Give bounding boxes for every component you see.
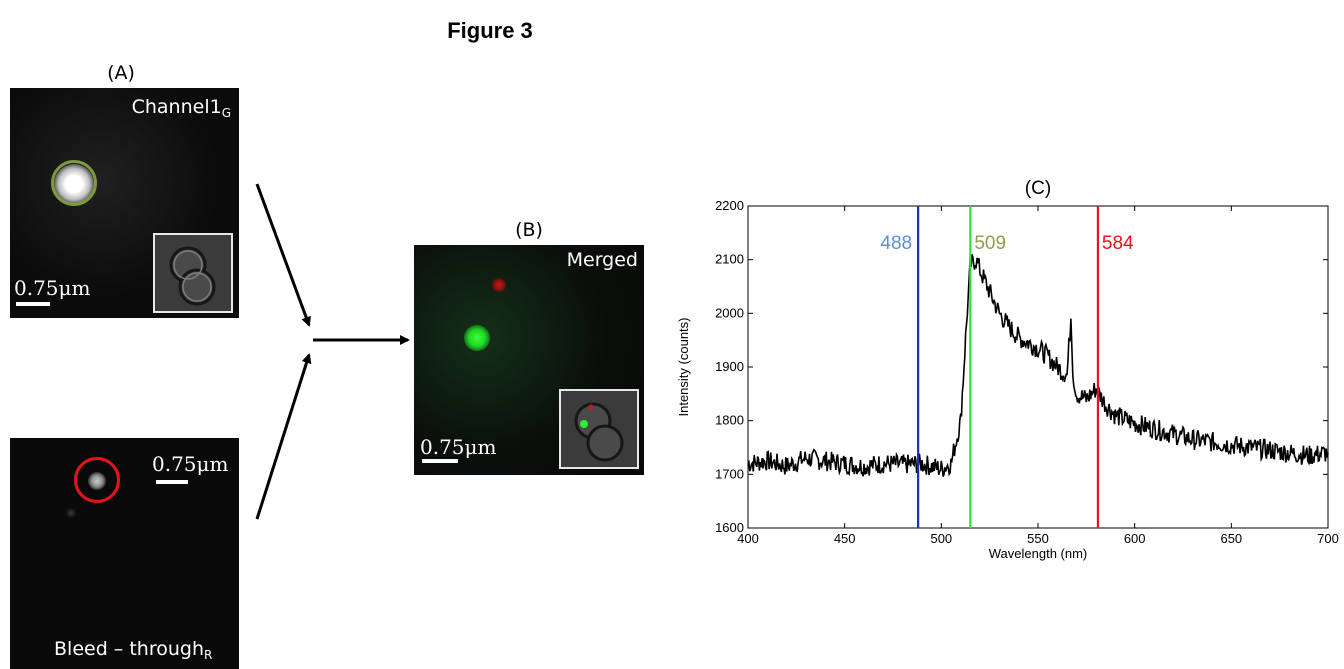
merged-image: Merged 0.75μm xyxy=(414,245,644,475)
cell-merged-icon xyxy=(574,402,624,462)
scale-label-merged: 0.75μm xyxy=(420,435,497,459)
x-tick-label: 550 xyxy=(1027,531,1049,546)
arrow-down-right xyxy=(255,183,311,327)
x-tick-label: 500 xyxy=(930,531,952,546)
x-tick-label: 600 xyxy=(1124,531,1146,546)
merge-arrows xyxy=(255,183,410,520)
circle-marker-green xyxy=(51,160,97,206)
panel-b-label: (B) xyxy=(515,219,543,241)
y-tick-label: 1700 xyxy=(715,466,744,481)
cell-outline-icon xyxy=(169,246,216,306)
series-line xyxy=(747,254,1329,477)
y-tick-label: 2000 xyxy=(715,305,744,320)
plot-area xyxy=(747,205,1329,529)
scale-bar-bottom xyxy=(156,480,188,484)
x-tick-label: 400 xyxy=(737,531,759,546)
green-fluorescent-spot xyxy=(464,325,490,351)
panel-a-label: (A) xyxy=(107,62,135,84)
channel1-green-image: Channel1G 0.75μm xyxy=(10,88,239,318)
y-tick-label: 1600 xyxy=(715,520,744,535)
arrow-up-right xyxy=(255,353,312,520)
marker-label-509: 509 xyxy=(974,233,1006,254)
y-tick-label: 2200 xyxy=(715,198,744,213)
bleed-through-red-image: 0.75μm Bleed – throughR xyxy=(10,438,239,669)
merged-inset xyxy=(559,389,639,469)
bleed-through-label: Bleed – throughR xyxy=(54,638,213,662)
x-tick-label: 650 xyxy=(1220,531,1242,546)
brightfield-inset xyxy=(153,233,233,313)
marker-label-488: 488 xyxy=(880,233,912,254)
figure-title: Figure 3 xyxy=(447,18,533,43)
merged-label: Merged xyxy=(566,249,638,271)
red-fluorescent-spot xyxy=(492,278,506,292)
scale-label-top: 0.75μm xyxy=(14,276,91,300)
x-tick-label: 700 xyxy=(1317,531,1339,546)
x-tick-label: 450 xyxy=(834,531,856,546)
x-axis-label: Wavelength (nm) xyxy=(989,546,1088,561)
y-tick-label: 2100 xyxy=(715,252,744,267)
scale-label-bottom: 0.75μm xyxy=(152,452,229,476)
scale-bar-top xyxy=(16,302,50,306)
channel1-label: Channel1G xyxy=(131,96,231,120)
circle-marker-red xyxy=(74,457,120,503)
y-tick-label: 1800 xyxy=(715,413,744,428)
marker-label-584: 584 xyxy=(1102,233,1134,254)
scale-bar-merged xyxy=(422,459,458,463)
chart-title: (C) xyxy=(1025,178,1051,199)
spectrum-chart: (C) 400 450 500 550 600 650 700 1600 1700 1800 190… xyxy=(676,178,1339,561)
y-tick-label: 1900 xyxy=(715,359,744,374)
y-axis-label: Intensity (counts) xyxy=(676,318,691,417)
